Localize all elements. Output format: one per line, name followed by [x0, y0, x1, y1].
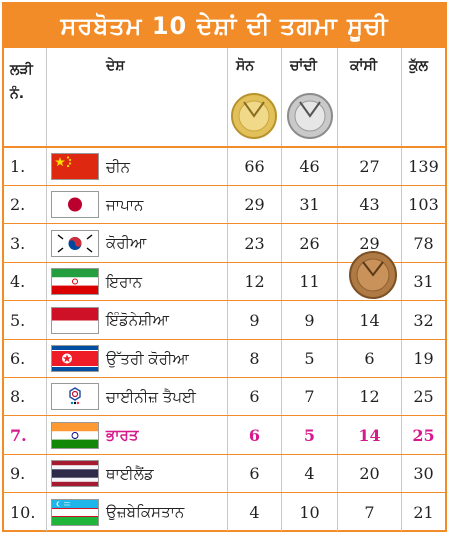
page-title: ਸਰਬੋਤਮ 10 ਦੇਸ਼ਾਂ ਦੀ ਤਗਮਾ ਸੂਚੀ — [4, 4, 445, 48]
header-country: ਦੇਸ਼ — [106, 58, 125, 74]
north-korea-flag-icon — [51, 345, 99, 372]
silver-cell: 10 — [299, 502, 320, 522]
iran-flag-icon — [51, 268, 99, 296]
column-divider — [227, 48, 228, 532]
gold-medal-icon — [231, 93, 277, 139]
bronze-cell: 14 — [358, 425, 381, 445]
gold-cell: 6 — [249, 464, 260, 484]
bronze-medal-icon — [349, 251, 397, 299]
rank-cell: 8. — [10, 387, 26, 407]
rank-cell: 7. — [10, 425, 27, 445]
table-row: 10. ਉਜ਼ਬੇਕਿਸਤਾਨ 4 10 7 21 — [4, 494, 445, 532]
bronze-cell: 20 — [359, 464, 380, 484]
table-row: 7. ਭਾਰਤ 6 5 14 25 — [4, 417, 445, 455]
table-row: 8. ਚਾਈਨੀਜ਼ ਤੈਪਈ 6 7 12 25 — [4, 378, 445, 417]
rank-cell: 9. — [10, 464, 26, 484]
gold-cell: 12 — [244, 272, 265, 292]
total-cell: 25 — [412, 425, 435, 445]
indonesia-flag-icon — [51, 306, 99, 334]
column-divider — [46, 48, 47, 532]
total-cell: 21 — [413, 502, 434, 522]
rank-cell: 3. — [10, 233, 26, 253]
total-cell: 78 — [413, 233, 434, 253]
rank-cell: 5. — [10, 310, 26, 330]
gold-cell: 6 — [249, 387, 260, 407]
silver-cell: 7 — [304, 387, 315, 407]
gold-cell: 29 — [244, 195, 265, 215]
medal-table: ਸਰਬੋਤਮ 10 ਦੇਸ਼ਾਂ ਦੀ ਤਗਮਾ ਸੂਚੀ ਲੜੀ ਨੰ. ਦੇ… — [2, 2, 447, 532]
header-gold: ਸੋਨ — [236, 58, 255, 74]
chinese-taipei-flag-icon — [51, 383, 99, 411]
table-row: 4. ਇਰਾਨ 12 11 31 — [4, 263, 445, 302]
column-divider — [337, 48, 338, 532]
total-cell: 31 — [413, 272, 434, 292]
gold-cell: 9 — [249, 310, 260, 330]
header-total: ਕੁੱਲ — [409, 58, 429, 74]
silver-cell: 26 — [299, 233, 320, 253]
country-cell: ਕੋਰੀਆ — [106, 234, 147, 253]
table-row: 1. ਚੀਨ 66 46 27 139 — [4, 148, 445, 186]
japan-flag-icon — [51, 191, 99, 219]
country-cell: ਇਰਾਨ — [106, 272, 143, 291]
country-cell: ਥਾਈਲੈਂਡ — [106, 464, 154, 483]
silver-medal-icon — [287, 93, 333, 139]
header-rank: ਲੜੀ ਨੰ. — [10, 62, 33, 102]
table-row: 6. ਉੱਤਰੀ ਕੋਰੀਆ 8 5 6 19 — [4, 340, 445, 378]
header-bronze: ਕਾਂਸੀ — [350, 58, 378, 74]
table-header: ਲੜੀ ਨੰ. ਦੇਸ਼ ਸੋਨ ਚਾਂਦੀ ਕਾਂਸੀ ਕੁੱਲ — [4, 48, 445, 148]
header-silver: ਚਾਂਦੀ — [290, 58, 317, 74]
country-cell: ਚੀਨ — [106, 157, 131, 176]
silver-cell: 46 — [299, 157, 320, 176]
total-cell: 30 — [413, 464, 434, 484]
table-row: 5. ਇੰਡੋਨੇਸ਼ੀਆ 9 9 14 32 — [4, 302, 445, 340]
table-row: 2. ਜਾਪਾਨ 29 31 43 103 — [4, 186, 445, 225]
china-flag-icon — [51, 153, 99, 180]
table-row: 9. ਥਾਈਲੈਂਡ 6 4 20 30 — [4, 455, 445, 494]
gold-cell: 23 — [244, 233, 265, 253]
bronze-cell: 14 — [359, 310, 380, 330]
gold-cell: 8 — [249, 349, 260, 368]
total-cell: 103 — [408, 195, 439, 215]
rank-cell: 2. — [10, 195, 26, 215]
total-cell: 19 — [413, 349, 434, 368]
total-cell: 139 — [408, 157, 439, 176]
column-divider — [281, 48, 282, 532]
bronze-cell: 29 — [359, 233, 380, 253]
rank-cell: 10. — [10, 502, 36, 522]
bronze-cell: 27 — [359, 157, 380, 176]
rank-cell: 1. — [10, 157, 26, 176]
silver-cell: 5 — [303, 425, 316, 445]
country-cell: ਭਾਰਤ — [106, 426, 139, 445]
silver-cell: 4 — [304, 464, 315, 484]
silver-cell: 5 — [304, 349, 315, 368]
uzbekistan-flag-icon — [51, 498, 99, 526]
country-cell: ਚਾਈਨੀਜ਼ ਤੈਪਈ — [106, 387, 196, 406]
rank-cell: 4. — [10, 272, 26, 292]
bronze-cell: 7 — [364, 502, 375, 522]
gold-cell: 6 — [248, 425, 261, 445]
bronze-cell: 43 — [359, 195, 380, 215]
bronze-cell: 12 — [359, 387, 380, 407]
total-cell: 32 — [413, 310, 434, 330]
rank-cell: 6. — [10, 349, 26, 368]
gold-cell: 66 — [244, 157, 265, 176]
country-cell: ਉੱਤਰੀ ਕੋਰੀਆ — [106, 349, 189, 368]
country-cell: ਇੰਡੋਨੇਸ਼ੀਆ — [106, 311, 169, 330]
silver-cell: 11 — [299, 272, 320, 292]
silver-cell: 9 — [304, 310, 315, 330]
gold-cell: 4 — [249, 502, 260, 522]
country-cell: ਜਾਪਾਨ — [106, 195, 144, 214]
india-flag-icon — [51, 421, 99, 449]
column-divider — [401, 48, 402, 532]
silver-cell: 31 — [299, 195, 320, 215]
country-cell: ਉਜ਼ਬੇਕਿਸਤਾਨ — [106, 503, 185, 522]
thailand-flag-icon — [51, 460, 99, 488]
table-row: 3. ਕੋਰੀਆ 23 26 29 78 — [4, 225, 445, 263]
bronze-cell: 6 — [364, 349, 375, 368]
south-korea-flag-icon — [51, 229, 99, 257]
total-cell: 25 — [413, 387, 434, 407]
